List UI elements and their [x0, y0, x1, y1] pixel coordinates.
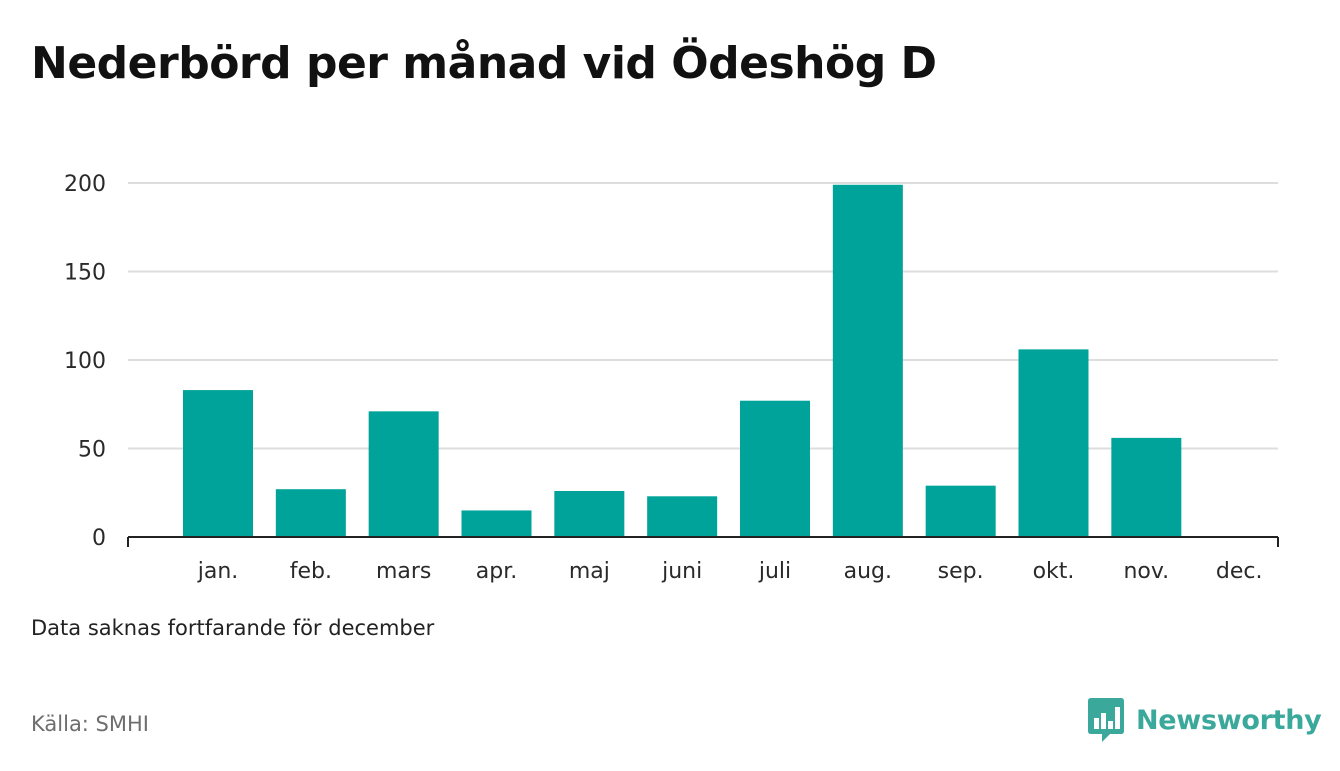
x-tick-label: jan.: [197, 559, 239, 584]
chart-note: Data saknas fortfarande för december: [31, 616, 435, 640]
bar: [461, 510, 532, 537]
y-axis-tick-labels: 0 50 100 150 200: [64, 172, 106, 551]
x-tick-label: apr.: [476, 559, 517, 584]
newsworthy-brand: Newsworthy: [1088, 697, 1322, 743]
chart-title: Nederbörd per månad vid Ödeshög D: [31, 38, 937, 89]
newsworthy-logo-icon: [1088, 698, 1124, 742]
x-tick-label: maj: [569, 559, 610, 584]
x-tick-label: okt.: [1033, 559, 1075, 584]
bar: [1018, 349, 1089, 537]
x-tick-label: nov.: [1123, 559, 1169, 584]
x-tick-label: aug.: [844, 559, 892, 584]
y-tick-label: 150: [64, 261, 106, 286]
bar: [647, 496, 718, 537]
bar: [740, 400, 810, 537]
precipitation-bar-chart: 0 50 100 150 200 jan. feb. mars apr. maj juni juli…: [64, 172, 1279, 584]
gridlines: [128, 182, 1278, 450]
x-tick-label: dec.: [1216, 559, 1263, 584]
bars: [183, 184, 1182, 537]
bar: [183, 390, 253, 537]
x-tick-label: juni: [661, 559, 702, 584]
x-axis-tick-labels: jan. feb. mars apr. maj juni juli aug. sep. okt. n…: [197, 559, 1263, 584]
y-tick-label: 100: [64, 349, 106, 374]
y-tick-label: 200: [64, 172, 106, 197]
x-tick-label: feb.: [290, 559, 332, 584]
bar: [925, 485, 996, 537]
bar: [368, 411, 439, 537]
source-label: Källa: SMHI: [31, 712, 149, 736]
x-axis: [127, 536, 1279, 547]
x-tick-label: mars: [376, 559, 431, 584]
bar: [1111, 437, 1182, 537]
bar: [832, 184, 903, 537]
y-tick-label: 0: [92, 526, 106, 551]
x-tick-label: juli: [758, 559, 791, 584]
bar: [275, 489, 346, 537]
brand-name: Newsworthy: [1136, 704, 1322, 736]
x-tick-label: sep.: [938, 559, 984, 584]
bar: [554, 490, 625, 537]
y-tick-label: 50: [78, 438, 106, 463]
